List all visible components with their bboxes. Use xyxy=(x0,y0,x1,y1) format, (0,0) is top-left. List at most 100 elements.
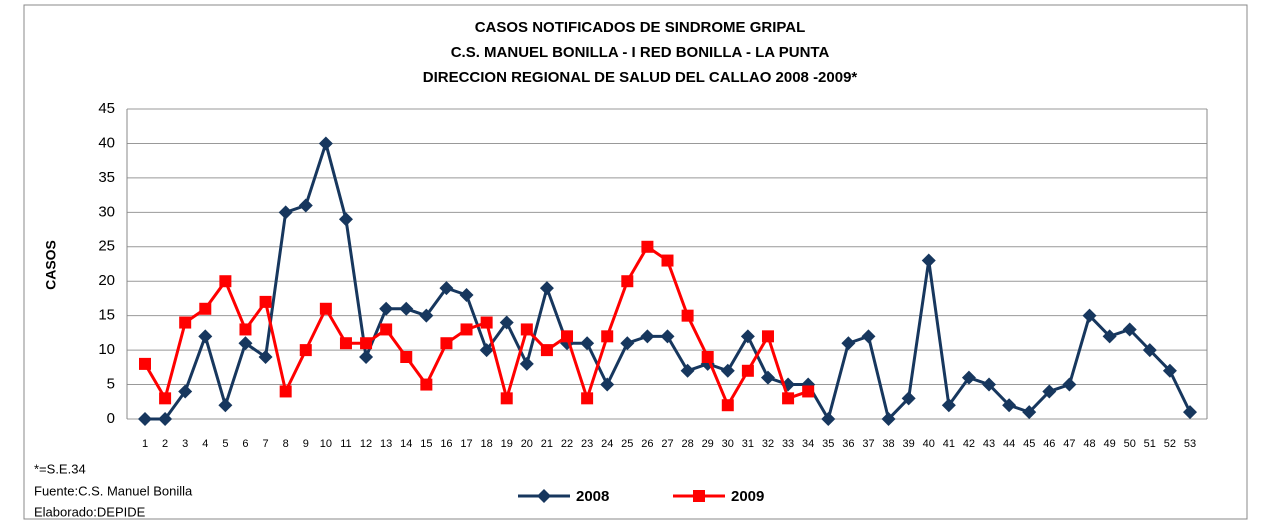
point xyxy=(640,329,655,344)
x-tick-label: 20 xyxy=(521,438,533,450)
x-tick-label: 45 xyxy=(1023,438,1035,450)
y-tick-label: 35 xyxy=(98,169,115,186)
y-tick-label: 5 xyxy=(107,376,115,393)
x-tick-label: 11 xyxy=(340,438,351,450)
point xyxy=(420,378,433,391)
point xyxy=(1183,405,1197,420)
point xyxy=(479,343,494,358)
point xyxy=(359,350,374,364)
x-tick-label: 17 xyxy=(460,438,472,450)
point xyxy=(741,364,754,377)
chart-border xyxy=(23,4,1248,520)
x-tick-label: 22 xyxy=(561,438,573,450)
point xyxy=(460,323,473,336)
point xyxy=(500,392,513,405)
legend-label: 2009 xyxy=(731,488,764,505)
x-tick-label: 41 xyxy=(943,438,955,450)
point xyxy=(278,205,293,220)
x-tick-label: 19 xyxy=(501,438,513,450)
x-tick-label: 40 xyxy=(923,438,935,450)
point xyxy=(1002,398,1017,413)
note: *=S.E.34 xyxy=(34,461,86,476)
y-tick-label: 25 xyxy=(98,238,115,255)
x-tick-label: 5 xyxy=(222,438,228,450)
point xyxy=(881,412,896,426)
legend-marker xyxy=(693,490,705,502)
point xyxy=(239,323,252,336)
point xyxy=(459,288,474,302)
point xyxy=(419,308,434,323)
point xyxy=(520,323,533,336)
point xyxy=(178,384,193,399)
x-tick-label: 53 xyxy=(1184,438,1196,450)
chart-title: DIRECCION REGIONAL DE SALUD DEL CALLAO 2… xyxy=(423,69,858,86)
point xyxy=(681,309,694,322)
legend-label: 2008 xyxy=(576,488,609,505)
x-tick-label: 31 xyxy=(742,438,754,450)
point xyxy=(399,301,414,316)
point xyxy=(218,398,233,413)
point xyxy=(561,330,574,343)
x-tick-label: 43 xyxy=(983,438,995,450)
point xyxy=(539,281,554,296)
point xyxy=(861,329,876,344)
point xyxy=(199,302,212,315)
x-tick-label: 8 xyxy=(283,438,289,450)
point xyxy=(760,370,775,385)
point xyxy=(139,357,151,370)
y-tick-label: 20 xyxy=(98,272,115,289)
point xyxy=(601,330,614,343)
x-tick-label: 16 xyxy=(440,438,452,450)
point xyxy=(802,385,815,398)
x-tick-label: 36 xyxy=(842,438,854,450)
point xyxy=(299,344,312,357)
x-tick-label: 51 xyxy=(1144,438,1156,450)
point xyxy=(720,363,735,378)
y-tick-label: 0 xyxy=(107,410,115,427)
point xyxy=(721,399,734,412)
point xyxy=(1142,343,1157,358)
x-tick-label: 9 xyxy=(303,438,309,450)
point xyxy=(761,330,774,343)
point xyxy=(701,351,714,363)
x-tick-label: 52 xyxy=(1164,438,1176,450)
point xyxy=(1162,363,1177,378)
x-tick-label: 33 xyxy=(782,438,794,450)
x-tick-label: 25 xyxy=(621,438,633,450)
x-tick-label: 39 xyxy=(903,438,915,450)
point xyxy=(179,316,192,329)
point xyxy=(580,336,595,351)
x-tick-label: 29 xyxy=(702,438,714,450)
point xyxy=(159,392,172,405)
point xyxy=(740,329,755,344)
point xyxy=(258,350,273,364)
x-tick-label: 24 xyxy=(601,438,613,450)
x-tick-label: 21 xyxy=(541,438,553,450)
x-tick-label: 38 xyxy=(882,438,894,450)
point xyxy=(661,254,674,267)
point xyxy=(841,336,856,351)
x-tick-label: 27 xyxy=(661,438,673,450)
point xyxy=(1022,405,1037,420)
x-tick-label: 46 xyxy=(1043,438,1055,450)
x-tick-label: 7 xyxy=(263,438,269,450)
x-tick-label: 49 xyxy=(1103,438,1115,450)
x-tick-label: 47 xyxy=(1063,438,1075,450)
point xyxy=(1042,384,1057,399)
series-line xyxy=(143,244,809,409)
x-tick-label: 14 xyxy=(400,438,412,450)
point xyxy=(621,275,634,288)
y-tick-label: 15 xyxy=(98,307,115,324)
point xyxy=(379,301,394,316)
point xyxy=(360,337,373,350)
x-tick-label: 13 xyxy=(380,438,392,450)
x-tick-label: 42 xyxy=(963,438,975,450)
x-tick-label: 35 xyxy=(822,438,834,450)
point xyxy=(238,336,253,351)
x-tick-label: 32 xyxy=(762,438,774,450)
point xyxy=(941,398,956,413)
y-tick-label: 45 xyxy=(98,100,115,117)
point xyxy=(319,302,332,315)
point xyxy=(982,377,997,392)
point xyxy=(519,356,534,371)
